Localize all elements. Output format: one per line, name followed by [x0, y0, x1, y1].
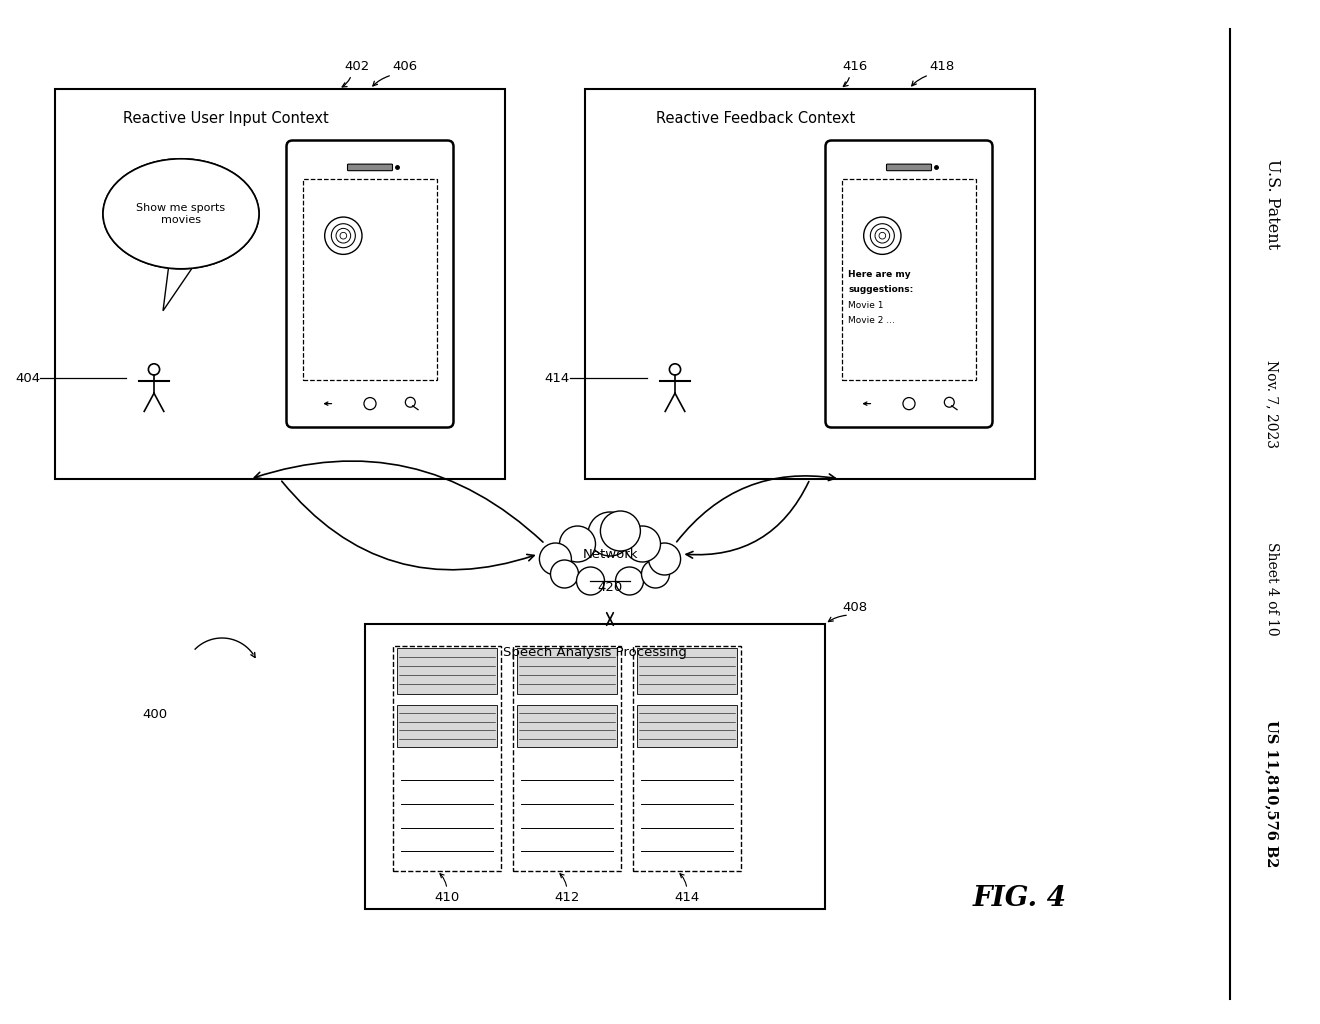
Text: 420: 420	[598, 581, 623, 594]
Bar	[842, 179, 975, 380]
Ellipse shape	[103, 159, 259, 269]
Text: 412: 412	[554, 891, 579, 904]
Text: Show me sports
movies: Show me sports movies	[136, 203, 226, 224]
Circle shape	[642, 560, 669, 588]
Circle shape	[560, 526, 595, 562]
Circle shape	[587, 512, 632, 556]
Bar	[634, 646, 741, 871]
Circle shape	[648, 543, 681, 575]
Bar	[585, 89, 1035, 479]
Circle shape	[624, 526, 660, 562]
Text: 400: 400	[143, 708, 168, 721]
Text: Movie 2 ...: Movie 2 ...	[849, 316, 895, 326]
Text: Network: Network	[582, 548, 638, 560]
FancyBboxPatch shape	[887, 164, 932, 171]
Bar	[55, 89, 506, 479]
Bar	[304, 179, 437, 380]
Text: Reactive Feedback Context: Reactive Feedback Context	[656, 111, 855, 126]
Circle shape	[550, 560, 578, 588]
FancyBboxPatch shape	[286, 140, 454, 427]
Text: 414: 414	[675, 891, 700, 904]
Circle shape	[601, 511, 640, 551]
Bar	[397, 648, 498, 693]
Bar	[366, 624, 825, 909]
Ellipse shape	[103, 159, 259, 269]
Text: 416: 416	[842, 60, 867, 73]
Text: Movie 1: Movie 1	[849, 301, 884, 310]
Text: 402: 402	[345, 60, 370, 73]
FancyBboxPatch shape	[347, 164, 392, 171]
Text: 410: 410	[434, 891, 459, 904]
Text: Sheet 4 of 10: Sheet 4 of 10	[1265, 542, 1279, 636]
Text: U.S. Patent: U.S. Patent	[1263, 159, 1280, 249]
Text: 414: 414	[545, 372, 570, 385]
Text: 418: 418	[929, 60, 954, 73]
Text: 404: 404	[15, 372, 40, 385]
Text: Nov. 7, 2023: Nov. 7, 2023	[1265, 360, 1279, 449]
Text: suggestions:: suggestions:	[849, 286, 913, 294]
Bar	[517, 648, 616, 693]
Circle shape	[615, 567, 644, 595]
Circle shape	[577, 567, 605, 595]
FancyBboxPatch shape	[825, 140, 993, 427]
Text: Speech Analysis Processing: Speech Analysis Processing	[503, 646, 686, 659]
Text: Reactive User Input Context: Reactive User Input Context	[123, 111, 329, 126]
Text: FIG. 4: FIG. 4	[973, 886, 1067, 912]
Bar	[397, 705, 498, 748]
Text: US 11,810,576 B2: US 11,810,576 B2	[1265, 720, 1279, 867]
Circle shape	[540, 543, 572, 575]
Bar	[393, 646, 502, 871]
Text: Here are my: Here are my	[849, 270, 911, 279]
Bar	[517, 705, 616, 748]
Text: 406: 406	[392, 60, 417, 73]
Polygon shape	[162, 264, 193, 311]
Bar	[638, 648, 737, 693]
Bar	[513, 646, 620, 871]
Bar	[638, 705, 737, 748]
Text: 408: 408	[842, 601, 867, 614]
